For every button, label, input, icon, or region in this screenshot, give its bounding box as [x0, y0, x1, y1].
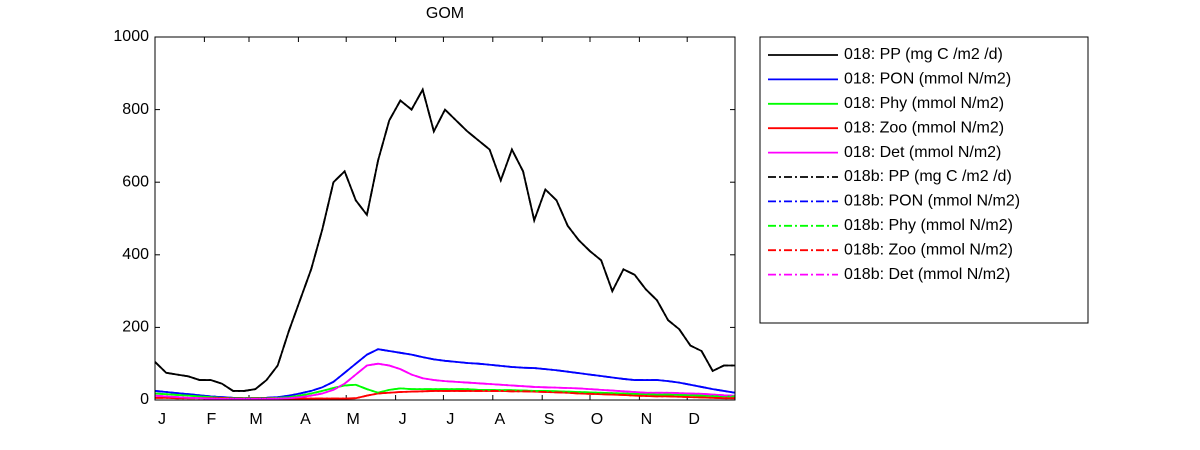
x-tick-label: A [494, 411, 505, 428]
legend-label: 018b: Phy (mmol N/m2) [844, 217, 1013, 234]
x-tick-label: O [591, 411, 603, 428]
legend-label: 018: Zoo (mmol N/m2) [844, 119, 1004, 136]
legend-label: 018b: PP (mg C /m2 /d) [844, 168, 1012, 185]
series-line [154, 87, 735, 392]
y-tick-label: 0 [140, 391, 149, 408]
x-tick-label: J [399, 411, 407, 428]
x-tick-label: J [446, 411, 454, 428]
legend-label: 018: Phy (mmol N/m2) [844, 95, 1004, 112]
legend-label: 018: Det (mmol N/m2) [844, 144, 1001, 161]
legend-box [759, 36, 1089, 324]
x-tick-label: J [158, 411, 166, 428]
x-tick-label: F [207, 411, 217, 428]
y-tick-label: 200 [122, 319, 149, 336]
x-tick-label: N [641, 411, 653, 428]
legend: 018: PP (mg C /m2 /d) 018: PON (mmol N/m2… [759, 36, 1089, 324]
x-tick-label: A [300, 411, 311, 428]
legend-label: 018b: PON (mmol N/m2) [844, 193, 1020, 210]
x-tick-label: M [249, 411, 262, 428]
y-tick-label: 800 [122, 101, 149, 118]
y-tick-label: 1000 [113, 28, 149, 45]
plot-frame [154, 36, 736, 401]
legend-label: 018: PON (mmol N/m2) [844, 71, 1011, 88]
legend-label: 018b: Det (mmol N/m2) [844, 266, 1010, 283]
y-tick-label: 600 [122, 173, 149, 190]
legend-label: 018: PP (mg C /m2 /d) [844, 46, 1003, 63]
legend-label: 018b: Zoo (mmol N/m2) [844, 241, 1013, 258]
x-tick-label: M [347, 411, 360, 428]
series-line [154, 362, 736, 400]
chart-title: GOM [426, 5, 464, 22]
x-tick-label: D [688, 411, 700, 428]
plot-area [155, 37, 735, 400]
y-tick-label: 400 [122, 246, 149, 263]
x-tick-label: S [544, 411, 555, 428]
